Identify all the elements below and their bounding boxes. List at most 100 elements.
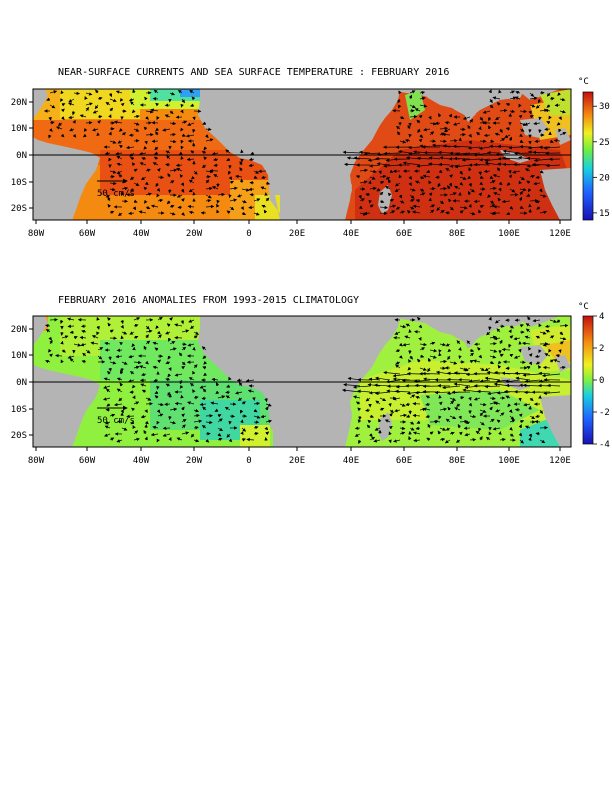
- current-vector: [546, 92, 551, 97]
- current-vector: [115, 90, 123, 94]
- current-vector: [429, 355, 437, 359]
- current-vector: [468, 396, 472, 401]
- current-vector: [507, 403, 511, 408]
- current-vector: [499, 339, 503, 345]
- current-vector: [388, 425, 393, 430]
- current-vector: [118, 397, 123, 402]
- current-vector: [55, 353, 63, 358]
- current-vector: [409, 421, 415, 425]
- current-vector: [125, 145, 135, 150]
- current-vector: [514, 151, 531, 156]
- current-vector: [193, 364, 198, 369]
- current-vector: [492, 174, 501, 178]
- current-vector: [444, 439, 451, 444]
- current-vector: [519, 187, 527, 192]
- current-vector: [105, 102, 111, 106]
- current-vector: [217, 437, 223, 442]
- current-vector: [181, 133, 186, 137]
- current-vector: [205, 175, 211, 179]
- current-vector: [181, 197, 185, 202]
- current-vector: [107, 196, 111, 202]
- current-vector: [505, 127, 511, 131]
- colorbar-tick-label: -4: [599, 440, 610, 450]
- current-vector: [468, 402, 473, 407]
- current-vector: [121, 427, 128, 431]
- x-tick-label: 40W: [133, 456, 150, 466]
- current-vector: [526, 193, 531, 197]
- current-vector: [116, 156, 123, 160]
- current-vector: [187, 204, 195, 209]
- current-vector: [165, 150, 171, 154]
- current-vector: [518, 432, 523, 437]
- current-vector: [496, 391, 511, 395]
- current-vector: [379, 191, 384, 196]
- current-vector: [496, 419, 501, 424]
- current-vector: [438, 401, 443, 406]
- current-vector: [60, 340, 64, 345]
- current-vector: [528, 361, 533, 366]
- current-vector: [412, 413, 421, 418]
- current-vector: [178, 352, 183, 357]
- y-tick-label: 20S: [11, 431, 27, 441]
- current-vector: [250, 151, 255, 155]
- current-vector: [104, 425, 111, 429]
- x-tick-label: 20W: [186, 229, 203, 239]
- current-vector: [429, 204, 436, 208]
- panel-2: FEBRUARY 2016 ANOMALIES FROM 1993-2015 C…: [11, 295, 610, 466]
- current-vector: [366, 424, 371, 429]
- current-vector: [225, 395, 231, 399]
- current-vector: [526, 180, 531, 184]
- current-vector: [217, 433, 222, 437]
- current-vector: [217, 192, 226, 197]
- current-vector: [493, 336, 501, 341]
- map-panel-1: 50 cm/s: [33, 89, 571, 220]
- current-vector: [446, 377, 461, 382]
- current-vector: [521, 341, 531, 346]
- current-vector: [193, 419, 203, 423]
- current-vector: [365, 397, 371, 402]
- current-vector: [459, 210, 464, 214]
- current-vector: [452, 144, 471, 149]
- current-vector: [482, 110, 491, 114]
- current-vector: [214, 408, 219, 412]
- current-vector: [409, 194, 415, 199]
- current-vector: [416, 358, 421, 363]
- current-vector: [383, 370, 401, 375]
- current-vector: [365, 192, 371, 197]
- x-tick-label: 40E: [343, 456, 359, 466]
- current-vector: [168, 367, 172, 372]
- current-vector: [248, 187, 255, 191]
- current-vector: [487, 194, 491, 199]
- current-vector: [384, 419, 391, 423]
- current-vector: [425, 402, 431, 407]
- current-vector: [229, 414, 236, 418]
- current-vector: [379, 407, 385, 412]
- current-vector: [69, 358, 75, 363]
- current-vector: [383, 151, 401, 156]
- map-panel-2: 50 cm/s: [33, 316, 571, 447]
- current-vector: [501, 199, 511, 204]
- current-vector: [449, 431, 455, 436]
- current-vector: [388, 439, 392, 444]
- current-vector: [352, 385, 371, 389]
- current-vector: [193, 438, 200, 443]
- current-vector: [217, 395, 226, 399]
- current-vector: [128, 354, 135, 359]
- current-vector: [459, 206, 468, 210]
- current-vector: [399, 426, 406, 431]
- current-vector: [156, 167, 161, 172]
- current-vector: [518, 413, 523, 418]
- current-vector: [499, 437, 506, 442]
- current-vector: [119, 144, 123, 149]
- current-vector: [445, 427, 451, 431]
- current-vector: [528, 433, 532, 438]
- current-vector: [439, 156, 451, 160]
- current-vector: [45, 324, 51, 328]
- current-vector: [359, 198, 365, 202]
- current-vector: [437, 150, 451, 155]
- current-vector: [483, 133, 491, 138]
- current-vector: [107, 203, 112, 208]
- current-vector: [201, 150, 207, 155]
- current-vector: [61, 335, 69, 339]
- chart-title-1: NEAR-SURFACE CURRENTS AND SEA SURFACE TE…: [58, 67, 449, 78]
